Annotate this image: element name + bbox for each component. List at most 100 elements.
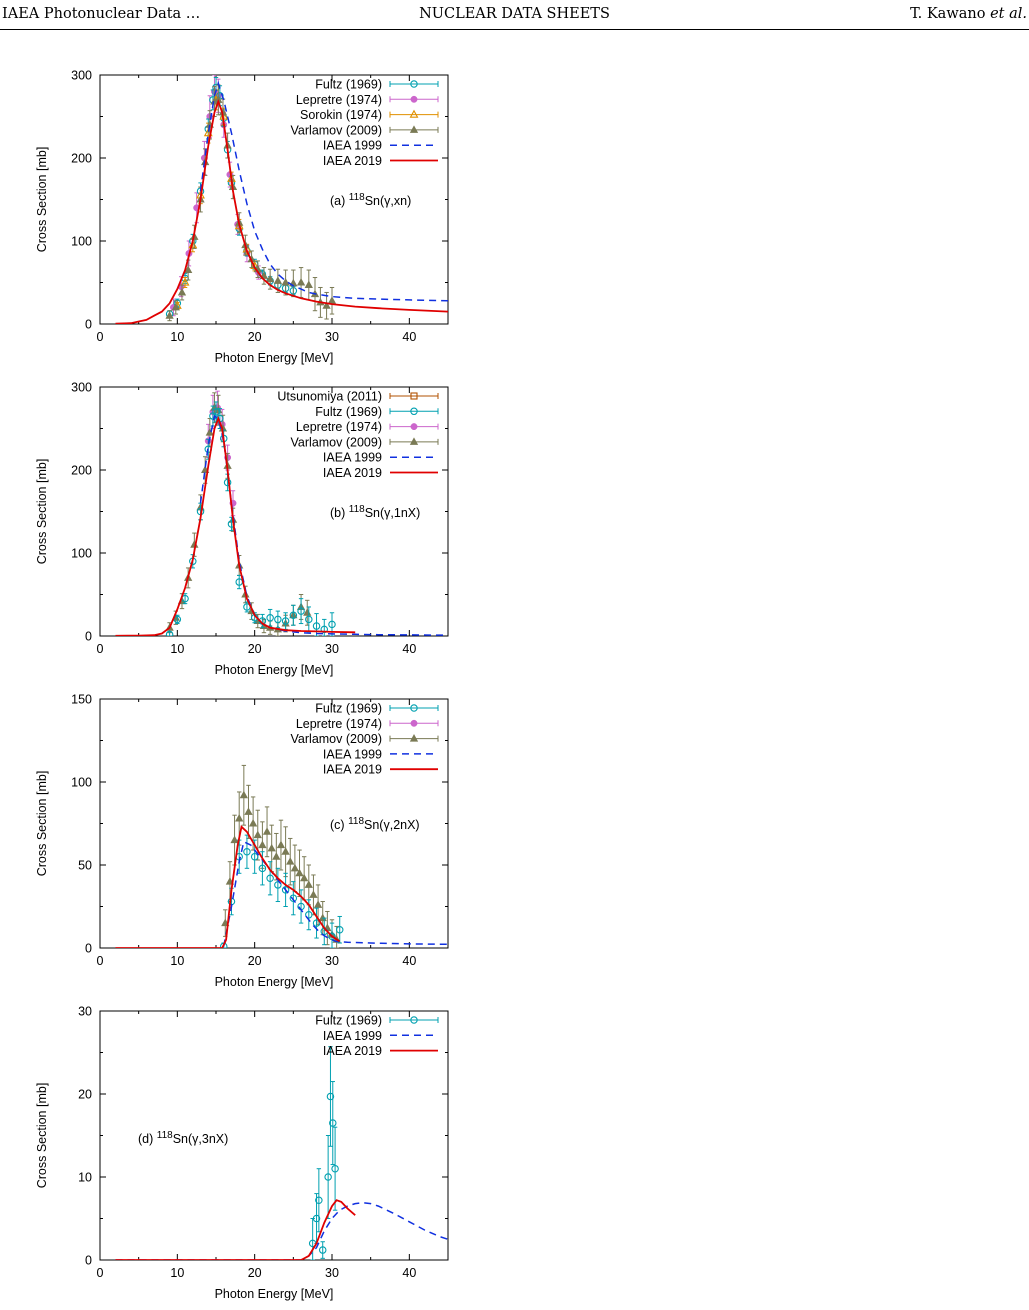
plot-area (115, 390, 448, 636)
header-rule (0, 29, 1029, 30)
data-point (276, 840, 286, 849)
data-point (327, 296, 337, 304)
data-point (180, 277, 190, 286)
x-tick-label: 30 (325, 330, 339, 344)
data-point (230, 835, 239, 844)
data-point (324, 1173, 332, 1181)
legend-marker (410, 704, 418, 712)
x-tick-label: 30 (325, 954, 339, 968)
legend-label: Lepretre (1974) (296, 717, 382, 731)
data-point (274, 881, 282, 889)
data-point (212, 408, 220, 416)
annotation-mass-number: 118 (349, 192, 365, 203)
y-tick-label: 200 (71, 152, 92, 166)
data-point (313, 900, 323, 908)
y-tick-label: 0 (85, 942, 92, 956)
data-point (289, 894, 298, 902)
data-point (300, 873, 309, 882)
legend-label: Varlamov (2009) (291, 732, 382, 746)
chart-panel-b: 0 10 20 30 40 0 100 200 300 Photon Energy [MeV] Cr… (35, 381, 449, 677)
annotation-mass-number: 118 (349, 504, 365, 515)
legend-label: IAEA 2019 (323, 154, 382, 168)
x-tick-label: 10 (170, 1266, 184, 1280)
y-axis-label: Cross Section [mb] (35, 459, 49, 565)
x-tick-label: 10 (170, 954, 184, 968)
data-point (328, 932, 336, 941)
data-point (253, 830, 262, 839)
legend-marker (410, 407, 418, 416)
y-tick-label: 0 (85, 630, 92, 644)
series-line-iaea-2019 (115, 825, 341, 948)
x-tick-label: 40 (402, 1266, 416, 1280)
data-point (329, 1119, 337, 1127)
annotation-reaction: Sn(γ,1nX) (365, 506, 421, 520)
series-line-iaea-2019 (115, 98, 448, 324)
series-fultz-1969 (308, 1046, 339, 1260)
y-tick-label: 200 (71, 464, 92, 478)
plot-area (115, 764, 448, 948)
x-tick-label: 40 (402, 954, 416, 968)
data-point (297, 607, 305, 615)
data-point (305, 911, 313, 919)
header-section-title: NUCLEAR DATA SHEETS (419, 6, 610, 22)
chart-panel-c: 0 10 20 30 40 0 50 100 150 Photon Energy [MeV] Cro… (35, 693, 449, 989)
series-line-iaea-2019 (115, 1199, 356, 1260)
data-point (281, 847, 290, 855)
header-authors: T. Kawano et al. (910, 6, 1027, 22)
data-point (266, 874, 274, 883)
x-axis-label: Photon Energy [MeV] (215, 663, 334, 677)
data-point (281, 277, 290, 286)
annotation-prefix: (a) (330, 194, 349, 208)
x-tick-label: 10 (170, 330, 184, 344)
data-point (272, 852, 281, 860)
page-header: IAEA Photonuclear Data … NUCLEAR DATA SH… (0, 0, 1029, 30)
legend-label: Utsunomiya (2011) (277, 390, 382, 404)
legend-label: IAEA 1999 (323, 139, 382, 153)
x-axis-label: Photon Energy [MeV] (215, 1287, 334, 1301)
x-tick-label: 0 (97, 1266, 104, 1280)
y-axis-label: Cross Section [mb] (35, 1083, 49, 1189)
data-point (235, 813, 244, 822)
data-point (171, 302, 180, 311)
legend: Fultz (1969)Lepretre (1974)Sorokin (1974… (291, 78, 439, 168)
x-tick-label: 0 (97, 954, 104, 968)
legend: Fultz (1969)Lepretre (1974)Varlamov (200… (291, 702, 439, 777)
data-point (248, 818, 258, 827)
data-point (265, 274, 275, 283)
legend-label: Sorokin (1974) (300, 108, 382, 122)
legend-marker (410, 1016, 418, 1024)
legend-label: IAEA 2019 (323, 763, 382, 777)
annotation-prefix: (c) (330, 818, 348, 832)
y-tick-label: 10 (78, 1171, 92, 1185)
data-point (165, 311, 174, 319)
data-point (267, 843, 276, 852)
chart-panel-d: 0 10 20 30 40 0 10 20 30 Photon Energy [MeV] Cross… (35, 1005, 449, 1301)
data-point (328, 620, 336, 629)
x-tick-label: 30 (325, 1266, 339, 1280)
header-et-al: et al. (990, 6, 1027, 22)
legend-marker (409, 734, 419, 742)
legend-label: Varlamov (2009) (291, 435, 382, 449)
data-point (296, 277, 306, 286)
data-point (304, 280, 313, 288)
data-point (274, 615, 282, 624)
legend-marker (409, 109, 419, 118)
legend-label: IAEA 1999 (323, 451, 382, 465)
series-line-iaea-2019 (115, 415, 356, 636)
data-point (258, 840, 267, 849)
legend-label: Lepretre (1974) (296, 93, 382, 107)
data-point (205, 428, 214, 436)
legend-label: IAEA 1999 (323, 747, 382, 761)
data-point (227, 520, 236, 528)
data-point (184, 265, 193, 274)
y-tick-label: 0 (85, 318, 92, 332)
legend-label: IAEA 2019 (323, 466, 382, 480)
plot-area (115, 75, 448, 324)
y-tick-label: 300 (71, 69, 92, 83)
y-tick-label: 100 (71, 547, 92, 561)
data-point (322, 301, 331, 309)
data-point (286, 857, 295, 865)
legend-label: IAEA 2019 (323, 1044, 382, 1058)
data-point (223, 478, 232, 487)
